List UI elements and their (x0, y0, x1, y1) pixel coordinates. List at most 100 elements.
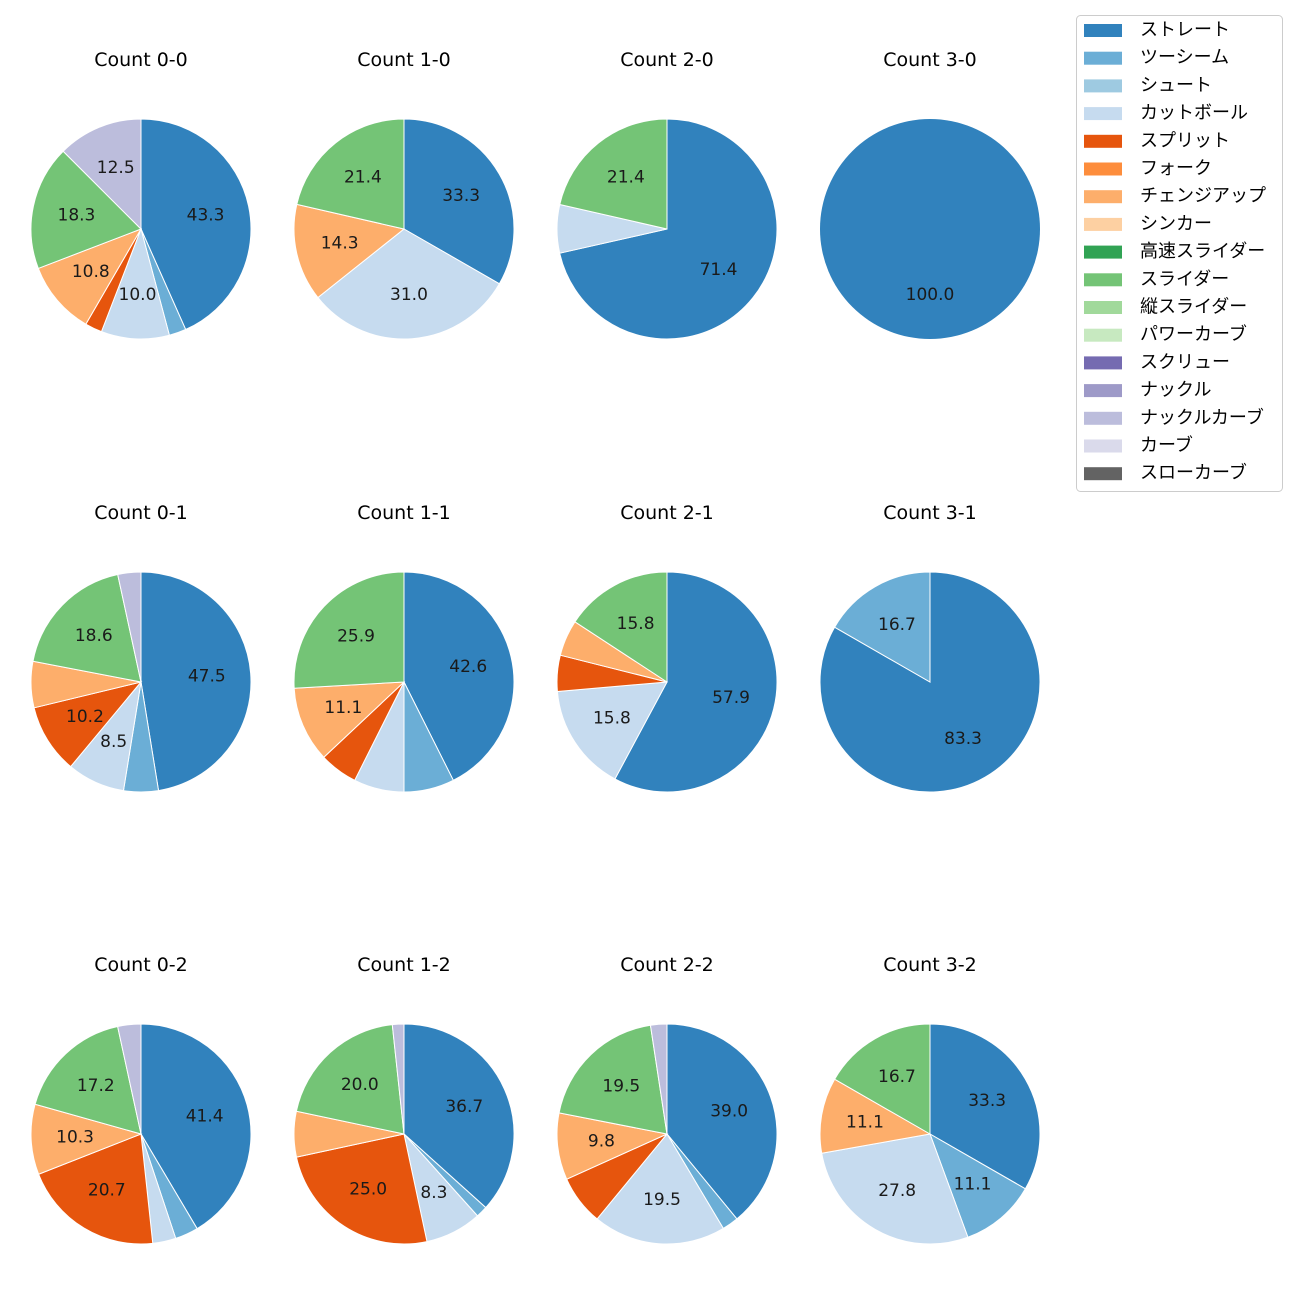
pie-title: Count 3-2 (883, 954, 977, 976)
pie-slice (117, 1023, 142, 1135)
legend-label: 高速スライダー (1140, 241, 1265, 262)
pie-count-2-1: Count 2-1 57.9 15.8 15.8 (556, 502, 778, 793)
legend-label: カットボール (1140, 103, 1248, 124)
pie-slice (37, 228, 143, 325)
pie-count-0-0: Count 0-0 43.3 10.0 10.8 18.3 12.5 (30, 49, 252, 340)
slice-label: 43.3 (187, 205, 225, 225)
legend: ストレートツーシームシュートカットボールスプリットフォークチェンジアップシンカー… (1076, 15, 1283, 492)
pie-slice (30, 1103, 143, 1175)
legend-swatch (1084, 190, 1122, 204)
pie-slice (403, 571, 515, 781)
pie-title: Count 2-0 (620, 49, 714, 71)
slice-label: 9.8 (588, 1132, 615, 1152)
slice-label: 25.9 (337, 627, 375, 647)
slice-label: 41.4 (186, 1107, 224, 1127)
pie-count-2-2: Count 2-2 39.0 19.5 9.8 19.5 (556, 954, 778, 1245)
legend-label: スローカーブ (1140, 462, 1247, 484)
pie-count-1-1: Count 1-1 42.6 11.1 25.9 (293, 502, 515, 793)
legend-label: シュート (1140, 75, 1212, 96)
pie-slice (30, 150, 142, 270)
pie-slice (929, 1023, 1041, 1190)
pie-title: Count 2-2 (620, 954, 714, 976)
legend-label: カーブ (1140, 434, 1193, 456)
slice-label: 15.8 (617, 614, 655, 634)
pie-slice (140, 1023, 252, 1230)
legend-label: チェンジアップ (1140, 186, 1266, 207)
slice-label: 20.0 (341, 1075, 379, 1095)
legend-label: スクリュー (1140, 352, 1230, 373)
slice-label: 19.5 (643, 1190, 681, 1210)
pie-slice (833, 1023, 931, 1135)
slice-label: 39.0 (710, 1102, 748, 1122)
legend-label: ナックルカーブ (1140, 406, 1264, 428)
pie-slice (929, 1132, 1027, 1238)
legend-swatch (1084, 384, 1122, 398)
pie-count-0-1: Count 0-1 47.5 8.5 10.2 18.6 (30, 502, 252, 793)
slice-label: 100.0 (906, 285, 955, 305)
slice-label: 10.8 (72, 262, 110, 282)
slice-label: 18.3 (58, 205, 96, 225)
slice-label: 8.3 (420, 1183, 447, 1203)
slice-label: 14.3 (321, 234, 359, 254)
pie-count-2-0: Count 2-0 71.4 21.4 (556, 49, 778, 340)
slice-label: 19.5 (602, 1076, 640, 1096)
pie-slice (317, 228, 501, 340)
pie-slice (649, 1023, 668, 1135)
slice-label: 10.3 (56, 1127, 94, 1147)
pie-title: Count 0-1 (94, 502, 188, 524)
slice-label: 20.7 (88, 1180, 126, 1200)
slice-label: 16.7 (878, 1067, 916, 1087)
pie-count-3-0: Count 3-0 100.0 (820, 49, 1040, 339)
legend-swatch (1084, 356, 1122, 370)
pie-slice (819, 1078, 932, 1154)
pie-slice (614, 571, 778, 793)
legend-swatch (1084, 79, 1122, 93)
slice-label: 11.1 (324, 698, 362, 718)
pie-count-1-0: Count 1-0 33.3 31.0 14.3 21.4 (293, 49, 515, 340)
pie-slice (293, 681, 406, 759)
pie-count-3-2: Count 3-2 33.3 11.1 27.8 11.1 16.7 (819, 954, 1041, 1245)
legend-swatch (1084, 24, 1122, 37)
pie-slice (37, 1133, 154, 1245)
slice-label: 8.5 (100, 732, 127, 752)
slice-label: 12.5 (97, 158, 135, 178)
slice-label: 10.0 (119, 285, 157, 305)
legend-swatch (1084, 467, 1122, 481)
pie-slice (556, 681, 668, 780)
slice-label: 42.6 (449, 657, 487, 677)
pie-slice (559, 118, 668, 230)
legend-label: ツーシーム (1140, 47, 1229, 68)
slice-label: 57.9 (712, 688, 750, 708)
slice-label: 11.1 (846, 1113, 884, 1133)
slice-label: 21.4 (607, 167, 645, 187)
pie-title: Count 0-2 (94, 954, 188, 976)
pie-slice (62, 118, 142, 231)
pie-title: Count 3-0 (883, 49, 977, 71)
pie-slice (295, 1024, 405, 1135)
legend-label: ストレート (1140, 20, 1230, 41)
pie-slice (666, 1023, 778, 1220)
pie-slice (117, 571, 142, 683)
pie-slice (403, 118, 515, 285)
slice-label: 83.3 (944, 729, 982, 749)
pie-title: Count 0-0 (94, 49, 188, 71)
slice-label: 17.2 (77, 1076, 115, 1096)
pie-slice (293, 571, 405, 689)
legend-label: スプリット (1140, 130, 1230, 151)
pie-slice (596, 1133, 725, 1245)
pie-count-0-2: Count 0-2 41.4 20.7 10.3 17.2 (30, 954, 252, 1245)
legend-swatch (1084, 328, 1122, 342)
pie-slice (295, 1133, 428, 1245)
legend-swatch (1084, 217, 1122, 231)
slice-label: 18.6 (75, 626, 113, 646)
legend-label: フォーク (1140, 158, 1212, 179)
slice-label: 21.4 (344, 167, 382, 187)
legend-label: スライダー (1140, 269, 1229, 290)
pie-slice (32, 573, 142, 683)
pie-slice (574, 571, 668, 683)
slice-label: 47.5 (188, 667, 226, 687)
legend-swatch (1084, 411, 1122, 425)
slice-label: 36.7 (445, 1097, 483, 1117)
legend-frame (1076, 15, 1283, 492)
